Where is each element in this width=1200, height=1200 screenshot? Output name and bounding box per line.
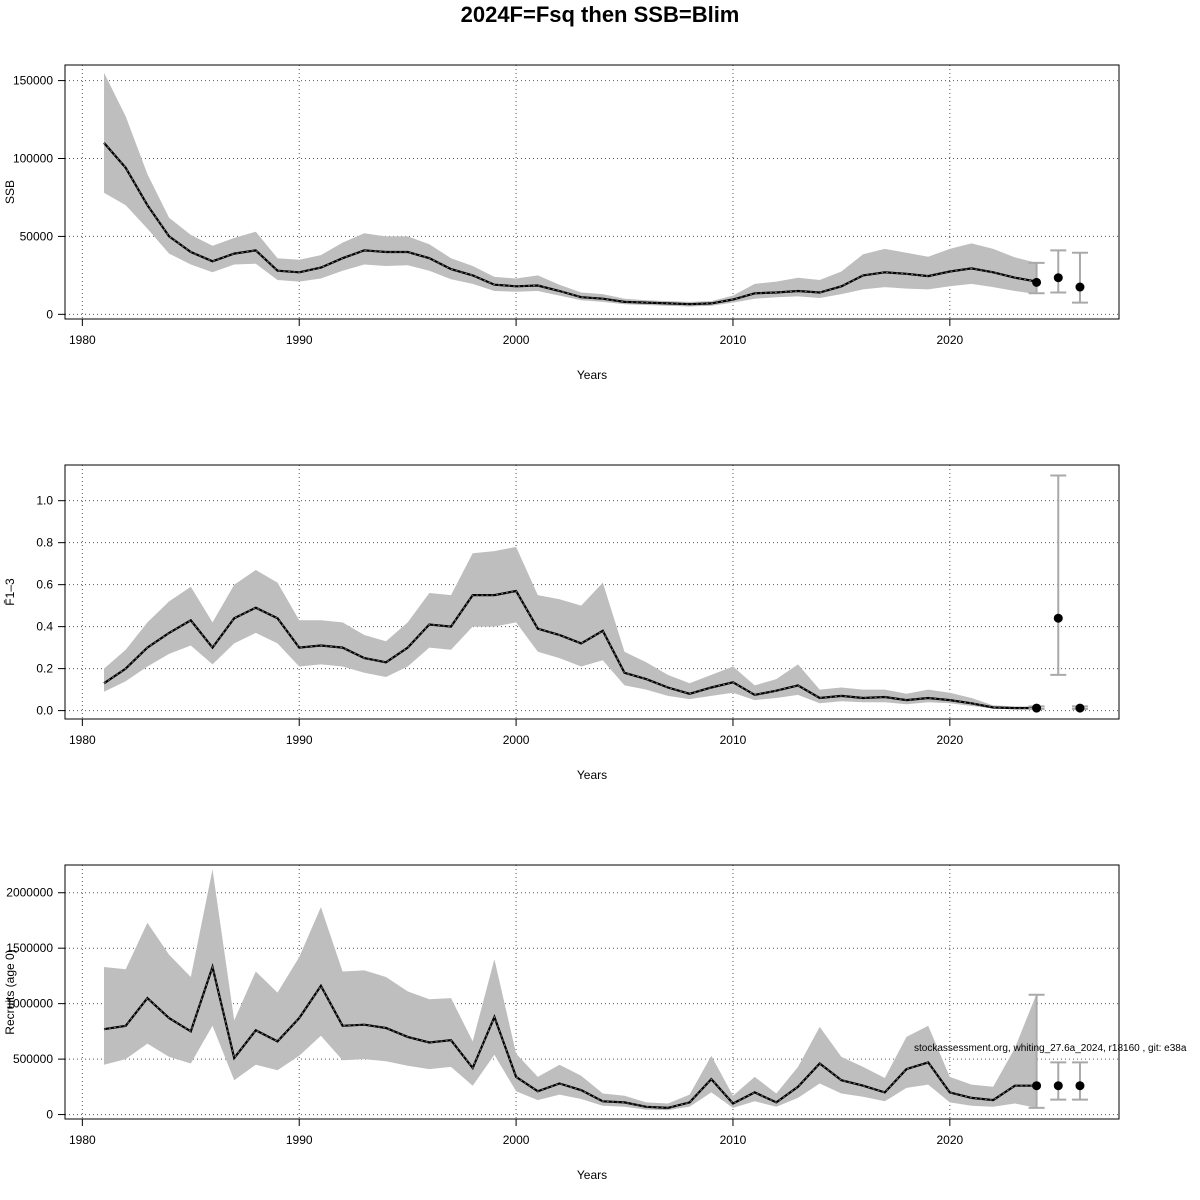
y-tick-label: 0.8 <box>36 536 53 550</box>
y-tick-label: 1.0 <box>36 494 53 508</box>
confidence-band <box>104 72 1037 307</box>
x-tick-label: 2010 <box>720 1133 747 1147</box>
projection-point <box>1053 613 1063 623</box>
plot-frame <box>64 864 1120 1120</box>
y-axis-label: F̄1–3 <box>3 578 17 606</box>
y-tick-label: 0.0 <box>36 704 53 718</box>
x-tick-label: 2020 <box>936 1133 963 1147</box>
panel-2: 1980 1990 2000 2010 2020 0.0 0.2 0.4 0.6 0.8 1.0 Ye… <box>3 464 1120 782</box>
footer-note: stockassessment.org, whiting_27.6a_2024,… <box>914 1043 1187 1054</box>
y-tick-label: 1500000 <box>6 941 53 955</box>
y-tick-label: 500000 <box>13 1052 53 1066</box>
x-tick-label: 1980 <box>69 733 96 747</box>
y-axis-label: Recruits (age 0) <box>3 949 17 1034</box>
confidence-band <box>104 546 1037 709</box>
x-tick-label: 1980 <box>69 333 96 347</box>
y-tick-label: 0.6 <box>36 578 53 592</box>
x-tick-label: 2010 <box>720 733 747 747</box>
y-tick-label: 150000 <box>13 74 53 88</box>
projection-point <box>1053 1081 1063 1091</box>
plot-frame <box>64 64 1120 320</box>
x-tick-label: 1990 <box>286 333 313 347</box>
x-tick-label: 1990 <box>286 733 313 747</box>
estimate-line-dash <box>103 590 1037 709</box>
chart-title: 2024F=Fsq then SSB=Blim <box>460 2 740 27</box>
projection-point <box>1075 703 1085 713</box>
y-tick-label: 0.2 <box>36 662 53 676</box>
estimate-line <box>103 142 1037 306</box>
x-axis-label: Years <box>577 368 607 382</box>
y-tick-label: 100000 <box>13 151 53 165</box>
plot-frame <box>64 464 1120 720</box>
x-tick-label: 2000 <box>503 733 530 747</box>
projection-point <box>1053 273 1063 283</box>
panel-3: 1980 1990 2000 2010 2020 0 500000 1000000 150000… <box>3 864 1120 1182</box>
y-tick-label: 1000000 <box>6 997 53 1011</box>
panel-1: 1980 1990 2000 2010 2020 0 50000 100000 150000 Ye… <box>3 64 1120 382</box>
y-tick-label: 50000 <box>20 229 54 243</box>
y-tick-label: 2000000 <box>6 886 53 900</box>
x-axis-label: Years <box>577 768 607 782</box>
y-tick-label: 0.4 <box>36 620 53 634</box>
projection-point <box>1032 277 1042 287</box>
x-tick-label: 2000 <box>503 333 530 347</box>
x-axis-label: Years <box>577 1168 607 1182</box>
y-tick-label: 0 <box>46 307 53 321</box>
y-axis-label: SSB <box>3 180 17 204</box>
x-tick-label: 2020 <box>936 333 963 347</box>
x-tick-label: 1990 <box>286 1133 313 1147</box>
projection-point <box>1032 703 1042 713</box>
projection-point <box>1032 1081 1042 1091</box>
x-tick-label: 2010 <box>720 333 747 347</box>
y-tick-label: 0 <box>46 1108 53 1122</box>
x-tick-label: 2000 <box>503 1133 530 1147</box>
x-tick-label: 1980 <box>69 1133 96 1147</box>
confidence-band <box>104 869 1037 1111</box>
projection-point <box>1075 1081 1085 1091</box>
x-tick-label: 2020 <box>936 733 963 747</box>
projection-point <box>1075 282 1085 292</box>
estimate-line-dash <box>103 965 1037 1109</box>
